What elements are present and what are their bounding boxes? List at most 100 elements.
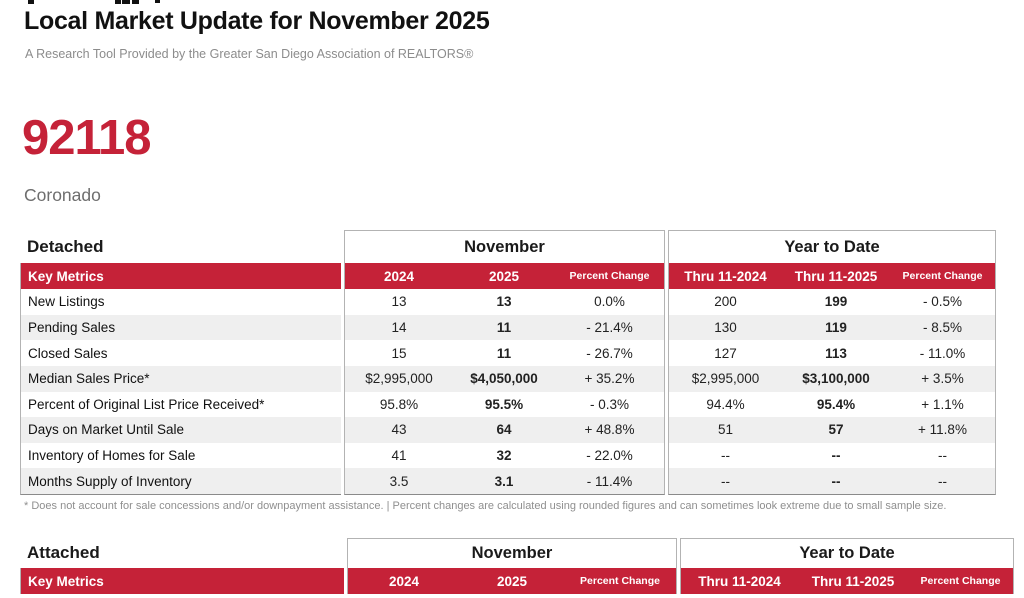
table-row: Closed Sales [21, 340, 341, 366]
cropped-text-artifact [122, 0, 130, 4]
table-row: 95.8% 95.5% - 0.3% [345, 392, 664, 418]
value-cell: + 3.5% [921, 371, 964, 387]
column-header-thru-2024: Thru 11-2024 [698, 573, 781, 589]
value-cell: -- [938, 448, 947, 464]
table-row: $2,995,000 $4,050,000 + 35.2% [345, 365, 664, 392]
value-cell: 95.4% [816, 396, 856, 412]
key-metrics-header: Key Metrics [21, 263, 341, 289]
metric-label: Percent of Original List Price Received* [28, 396, 265, 412]
value-cell: $2,995,000 [691, 371, 760, 387]
metric-label: Days on Market Until Sale [28, 422, 185, 438]
metric-label: Median Sales Price* [28, 371, 150, 387]
detached-november-body: 2024 2025 Percent Change 13 13 0.0% 14 1… [344, 263, 665, 495]
value-cell: - 26.7% [586, 345, 633, 361]
table-row: Months Supply of Inventory [21, 468, 341, 494]
value-cell: 127 [714, 345, 737, 361]
value-cell: $2,995,000 [365, 371, 433, 387]
attached-november-body: 2024 2025 Percent Change [347, 568, 677, 594]
value-cell: 3.5 [389, 473, 409, 489]
value-cell: 0.0% [594, 294, 625, 310]
detached-november-group: November 2024 2025 Percent Change 13 13 … [344, 230, 665, 495]
table-row: Days on Market Until Sale [21, 417, 341, 443]
value-cell: - 21.4% [586, 319, 633, 335]
table-row: Inventory of Homes for Sale [21, 443, 341, 469]
zip-code: 92118 [22, 111, 152, 165]
table-row: 14 11 - 21.4% [345, 314, 664, 341]
value-cell: 15 [391, 345, 407, 361]
table-row: -- -- -- [669, 468, 995, 494]
cropped-text-artifact [132, 0, 139, 4]
table-footnote: * Does not account for sale concessions … [24, 500, 947, 512]
table-row: 3.5 3.1 - 11.4% [345, 468, 664, 494]
value-cell: -- [938, 473, 947, 489]
local-market-update-page: { "page": { "title": "Local Market Updat… [20, 0, 1014, 594]
group-header-ytd: Year to Date [668, 230, 996, 263]
value-cell: 95.5% [484, 396, 524, 412]
value-cell: 11 [496, 345, 512, 361]
value-cell: 13 [496, 294, 512, 310]
value-cell: 41 [391, 448, 407, 464]
detached-ytd-group: Year to Date Thru 11-2024 Thru 11-2025 P… [668, 230, 996, 495]
value-cell: -- [721, 448, 730, 464]
key-metrics-label: Key Metrics [28, 268, 104, 284]
attached-table: Attached Key Metrics November 2024 2025 … [20, 538, 1014, 598]
value-cell: 130 [714, 319, 737, 335]
key-metrics-label: Key Metrics [28, 573, 104, 589]
page-subtitle: A Research Tool Provided by the Greater … [25, 47, 474, 61]
attached-ytd-group: Year to Date Thru 11-2024 Thru 11-2025 P… [680, 538, 1014, 594]
value-cell: 11 [496, 319, 512, 335]
value-cell: - 8.5% [922, 319, 963, 335]
value-cell: 3.1 [494, 473, 514, 489]
attached-november-group: November 2024 2025 Percent Change [347, 538, 677, 594]
value-cell: + 48.8% [584, 422, 635, 438]
key-metrics-header: Key Metrics [21, 568, 344, 594]
table-row: Percent of Original List Price Received* [21, 392, 341, 418]
column-header-percent-change: Percent Change [580, 575, 660, 587]
metric-label: Pending Sales [28, 319, 116, 335]
attached-metric-column: Attached Key Metrics [20, 538, 344, 594]
column-header-row: 2024 2025 Percent Change [345, 263, 664, 289]
area-name: Coronado [24, 185, 101, 205]
value-cell: -- [831, 448, 841, 464]
table-row: Pending Sales [21, 314, 341, 341]
column-header-2025: 2025 [488, 268, 520, 284]
value-cell: + 35.2% [584, 371, 635, 387]
table-row: 127 113 - 11.0% [669, 340, 995, 366]
group-header-november: November [344, 230, 665, 263]
column-header-percent-change: Percent Change [902, 270, 983, 282]
table-row: 200 199 - 0.5% [669, 289, 995, 315]
column-header-row: 2024 2025 Percent Change [348, 568, 676, 594]
value-cell: - 22.0% [586, 448, 633, 464]
value-cell: 32 [496, 448, 512, 464]
cropped-text-artifact [115, 0, 121, 4]
value-cell: 13 [391, 294, 407, 310]
column-header-2025: 2025 [496, 573, 528, 589]
metric-label: Inventory of Homes for Sale [28, 448, 196, 464]
value-cell: + 11.8% [918, 422, 967, 438]
value-cell: - 0.3% [589, 396, 630, 412]
column-header-2024: 2024 [383, 268, 415, 284]
detached-table: Detached Key Metrics New Listings Pendin… [20, 230, 996, 495]
table-row: 41 32 - 22.0% [345, 443, 664, 469]
column-header-thru-2025: Thru 11-2025 [794, 268, 878, 284]
value-cell: 64 [496, 422, 512, 438]
group-header-ytd: Year to Date [680, 538, 1014, 568]
table-row: $2,995,000 $3,100,000 + 3.5% [669, 365, 995, 392]
value-cell: + 1.1% [921, 396, 964, 412]
metric-label: Months Supply of Inventory [28, 473, 192, 489]
table-row: 43 64 + 48.8% [345, 417, 664, 443]
table-row: 51 57 + 11.8% [669, 417, 995, 443]
detached-ytd-body: Thru 11-2024 Thru 11-2025 Percent Change… [668, 263, 996, 495]
column-header-2024: 2024 [388, 573, 420, 589]
table-row: -- -- -- [669, 443, 995, 469]
value-cell: 95.8% [379, 396, 419, 412]
group-header-november: November [347, 538, 677, 568]
table-row: 130 119 - 8.5% [669, 314, 995, 341]
value-cell: - 0.5% [922, 294, 963, 310]
table-row: New Listings [21, 289, 341, 315]
value-cell: - 11.4% [586, 473, 633, 489]
value-cell: 14 [391, 319, 407, 335]
value-cell: - 11.0% [919, 345, 966, 361]
attached-ytd-body: Thru 11-2024 Thru 11-2025 Percent Change [680, 568, 1014, 594]
detached-metric-body: Key Metrics New Listings Pending Sales C… [20, 263, 341, 495]
